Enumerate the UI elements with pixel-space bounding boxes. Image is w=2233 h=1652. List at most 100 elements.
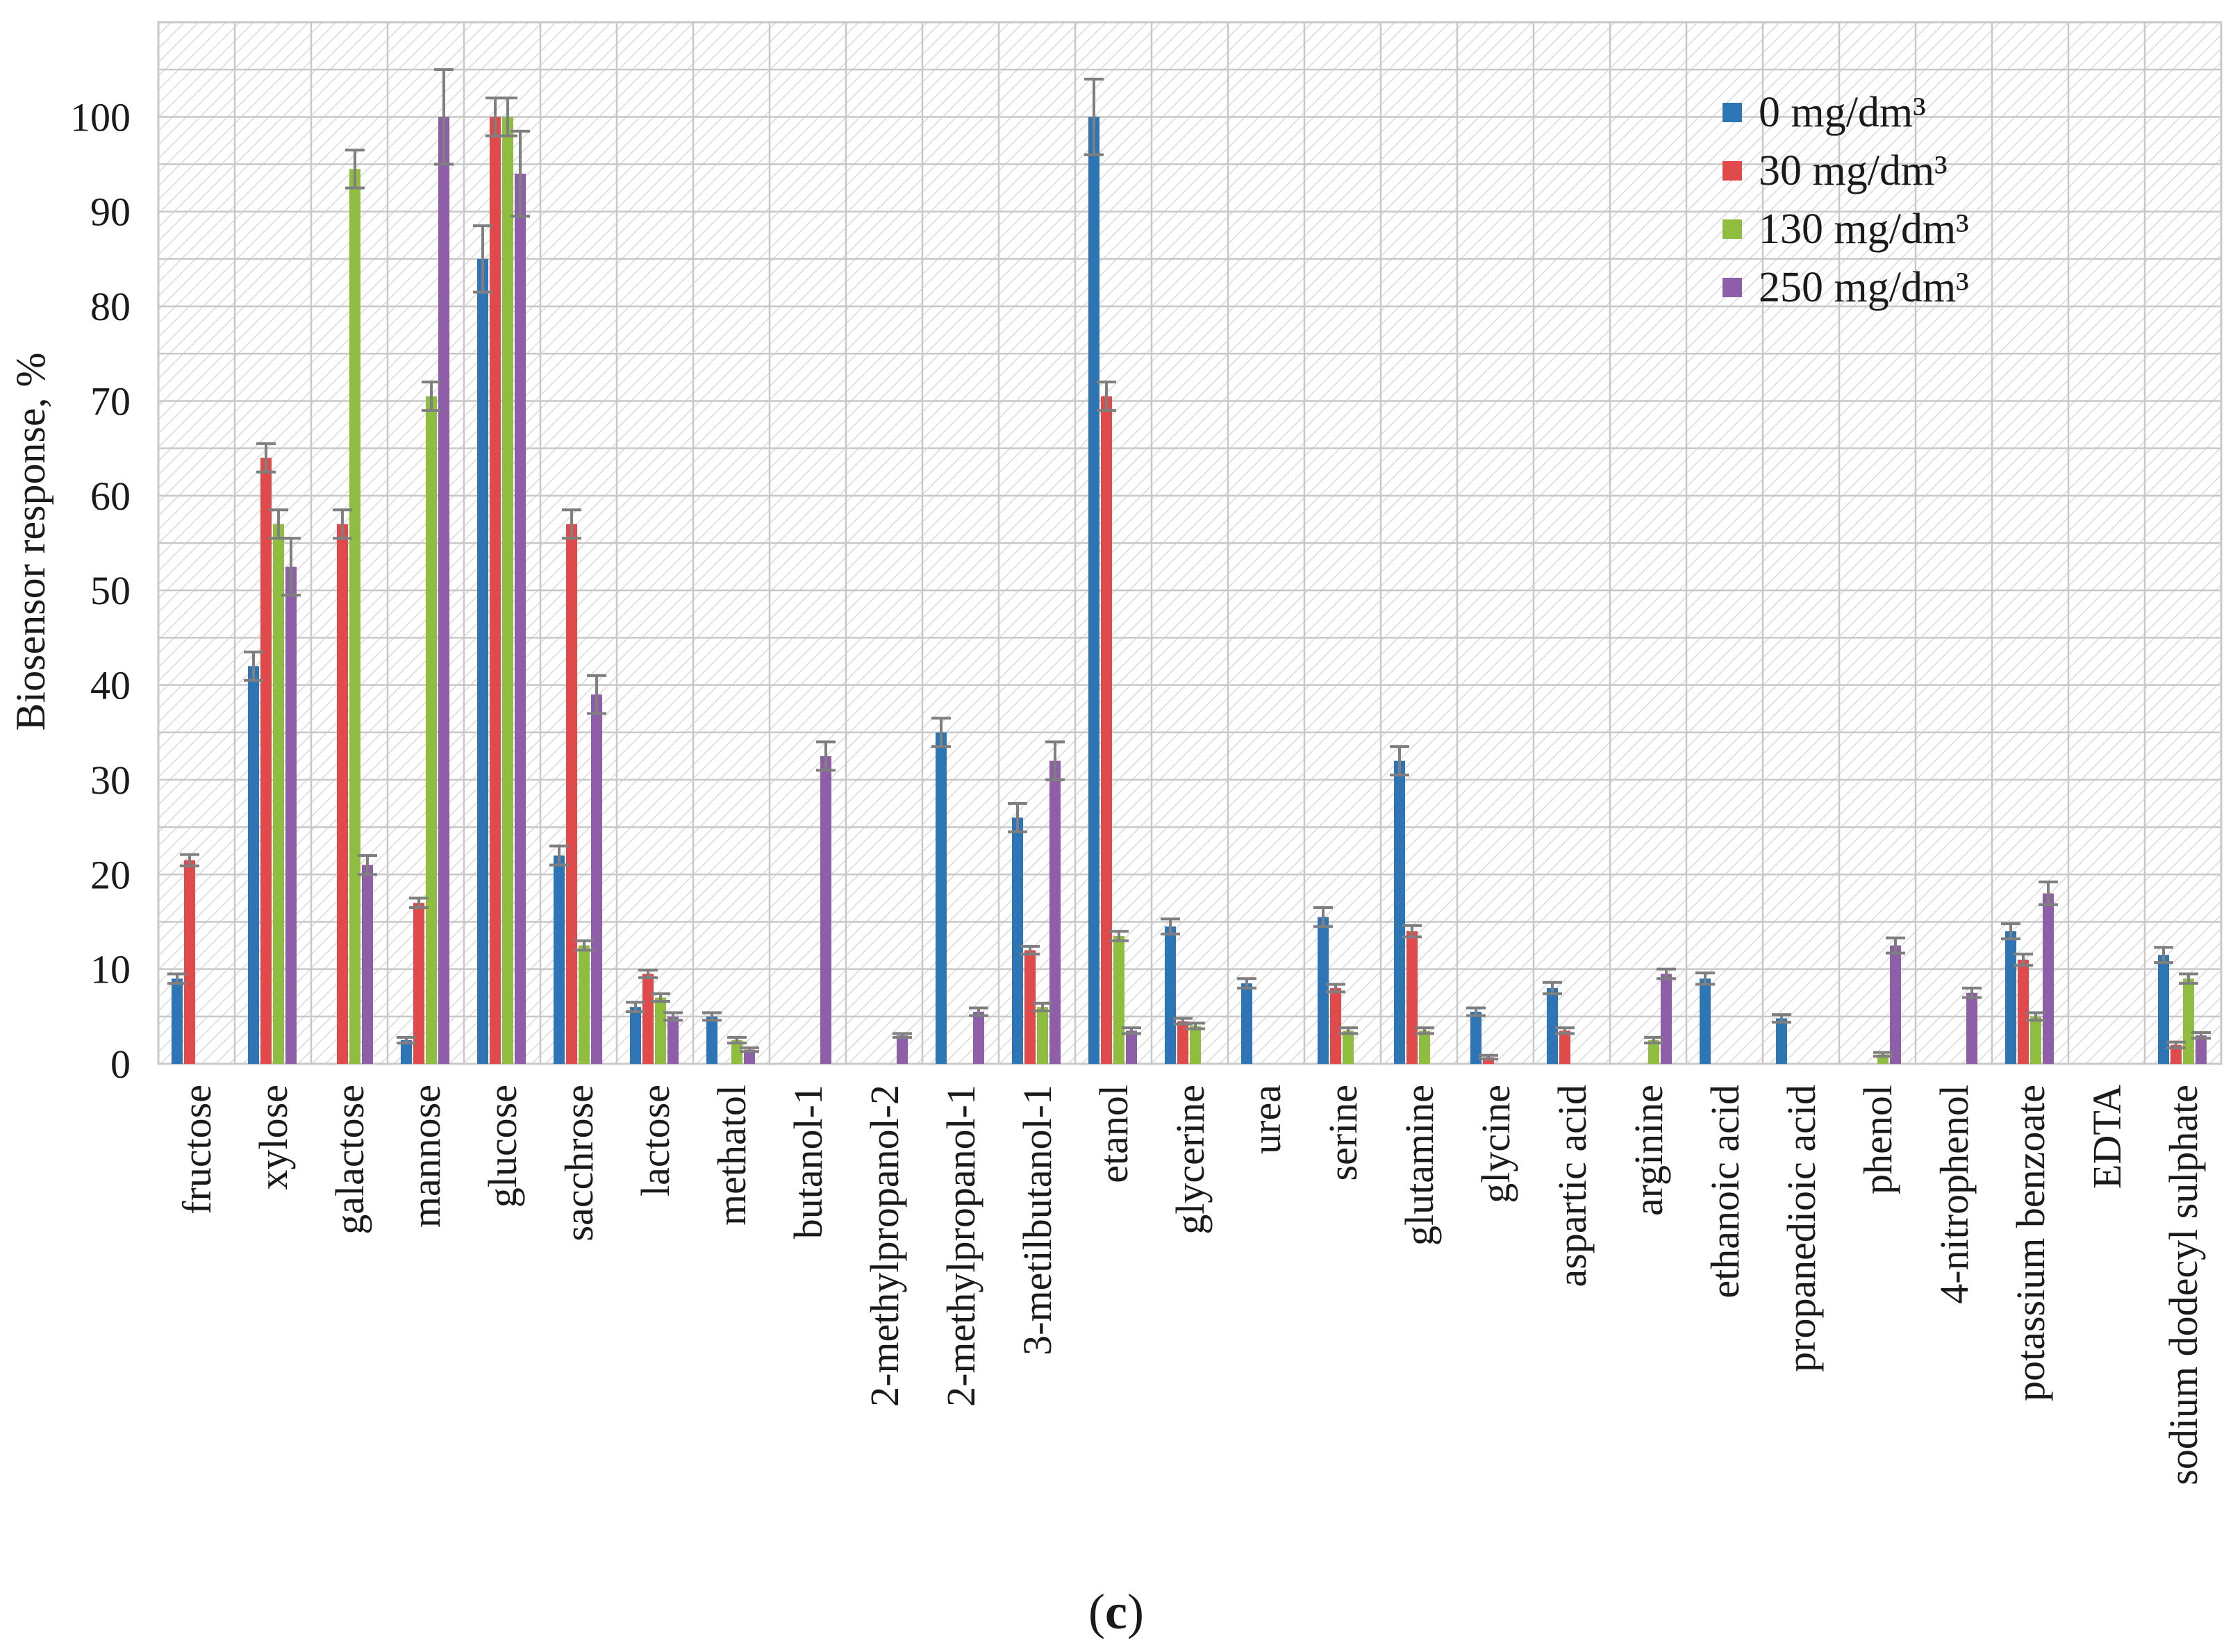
bar: [973, 1012, 984, 1064]
bar: [438, 117, 449, 1064]
bar: [413, 903, 424, 1064]
bar: [273, 524, 284, 1064]
x-tick-label: 4-nitrophenol: [1932, 1085, 1977, 1304]
bar: [1483, 1057, 1494, 1064]
bar: [1101, 396, 1112, 1064]
legend: 0 mg/dm³ 30 mg/dm³ 130 mg/dm³ 250 mg/dm³: [1723, 89, 1969, 311]
panel-label: (c): [1088, 1584, 1144, 1640]
legend-label: 30 mg/dm³: [1759, 147, 1948, 194]
bars: [172, 117, 2207, 1065]
x-tick-label: sacchrose: [556, 1085, 601, 1241]
bar: [820, 756, 831, 1064]
bar: [630, 1007, 641, 1064]
bar: [1241, 983, 1252, 1064]
x-tick-label: fructose: [174, 1085, 219, 1215]
bar: [1394, 760, 1405, 1064]
x-tick-label: xylose: [251, 1085, 296, 1190]
y-tick-label: 70: [90, 378, 131, 424]
bar: [1049, 760, 1061, 1064]
bar: [502, 117, 513, 1064]
panel-label-open: (: [1088, 1584, 1105, 1640]
bar: [1470, 1012, 1481, 1064]
panel-label-letter: c: [1105, 1584, 1127, 1640]
bar: [1966, 992, 1977, 1064]
legend-label: 130 mg/dm³: [1759, 206, 1969, 253]
bar: [591, 694, 602, 1064]
bar: [2158, 955, 2169, 1064]
x-tick-label: propanedioic acid: [1779, 1085, 1824, 1372]
axes: fructose xylose galactose mannose glucose sac…: [70, 94, 2206, 1485]
bar: [426, 396, 437, 1064]
y-tick-label: 90: [90, 190, 131, 235]
bar: [2030, 1016, 2041, 1064]
error-bars: [167, 68, 2211, 1061]
bar: [1343, 1031, 1354, 1064]
bar: [1088, 117, 1099, 1064]
bar: [1012, 817, 1023, 1064]
x-tick-label: ethanoic acid: [1702, 1085, 1748, 1299]
bar: [172, 978, 183, 1064]
bar: [184, 860, 195, 1064]
legend-swatch: [1723, 278, 1742, 297]
bar: [1037, 1007, 1048, 1064]
bar: [1648, 1040, 1659, 1064]
y-tick-label: 50: [90, 568, 131, 613]
x-tick-label: EDTA: [2084, 1085, 2130, 1189]
legend-swatch: [1723, 103, 1742, 122]
bar: [362, 865, 373, 1064]
bar: [401, 1040, 412, 1064]
bar: [2183, 978, 2194, 1064]
y-axis-title: Biosensor response, %: [8, 353, 53, 731]
bar: [566, 524, 577, 1064]
y-tick-label: 20: [90, 852, 131, 897]
bar: [477, 258, 488, 1065]
legend-swatch: [1723, 219, 1742, 239]
x-tick-label: potassium benzoate: [2008, 1085, 2053, 1401]
bar: [897, 1035, 908, 1064]
x-tick-label: sodium dodecyl sulphate: [2161, 1085, 2206, 1485]
bar: [1024, 950, 1036, 1064]
bar: [1126, 1031, 1137, 1064]
bar: [1318, 917, 1329, 1064]
bar: [1547, 987, 1558, 1064]
bar: [1113, 935, 1124, 1064]
x-tick-label: methatol: [709, 1085, 754, 1226]
x-tick-label: urea: [1244, 1085, 1289, 1154]
bar: [285, 567, 297, 1064]
bar: [2043, 893, 2054, 1064]
y-tick-label: 30: [90, 758, 131, 803]
y-tick-label: 10: [90, 947, 131, 992]
bar: [1559, 1031, 1570, 1064]
x-tick-label: galactose: [327, 1085, 372, 1235]
bar: [554, 856, 565, 1064]
x-tick-label: glucose: [480, 1085, 525, 1208]
x-tick-label: 3-metilbutanol-1: [1015, 1085, 1060, 1355]
bar: [2018, 960, 2029, 1064]
x-tick-label: glycine: [1473, 1085, 1518, 1203]
bar: [248, 666, 259, 1064]
x-tick-label: serine: [1320, 1085, 1365, 1181]
y-tick-label: 40: [90, 663, 131, 708]
bar: [2170, 1044, 2182, 1064]
x-tick-label: etanol: [1091, 1085, 1136, 1183]
x-tick-label: 2-methylpropanol-2: [862, 1085, 907, 1407]
y-tick-label: 60: [90, 474, 131, 519]
y-tick-label: 0: [110, 1042, 131, 1087]
panel-label-close: ): [1127, 1584, 1144, 1640]
x-tick-label: lactose: [633, 1085, 678, 1196]
bar: [731, 1040, 742, 1064]
x-tick-label: glycerine: [1168, 1085, 1213, 1235]
bar: [1190, 1026, 1201, 1064]
legend-label: 250 mg/dm³: [1759, 264, 1969, 311]
bar: [1177, 1021, 1188, 1064]
bar: [2005, 931, 2016, 1064]
bar: [1330, 987, 1341, 1064]
x-tick-label: aspartic acid: [1550, 1085, 1595, 1287]
bar: [1419, 1031, 1430, 1064]
bar: [490, 117, 501, 1064]
bar: [349, 169, 360, 1064]
bar: [1700, 978, 1711, 1064]
x-tick-label: arginine: [1626, 1085, 1671, 1216]
x-tick-label: glutamine: [1397, 1085, 1442, 1246]
